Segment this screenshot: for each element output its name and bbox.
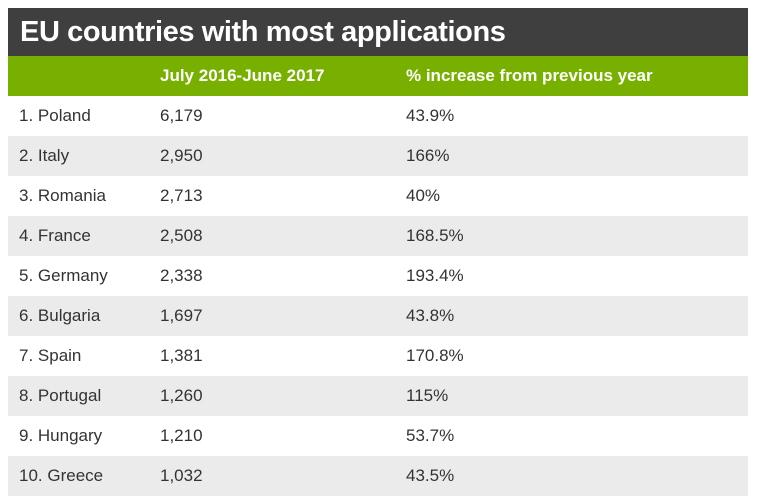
table-row: 2. Italy 2,950 166% <box>8 136 748 176</box>
country-cell: 1. Poland <box>19 106 91 125</box>
header-increase: % increase from previous year <box>406 66 653 85</box>
applications-cell: 2,950 <box>160 146 203 165</box>
country-cell: 9. Hungary <box>19 426 103 445</box>
applications-table: EU countries with most applications July… <box>8 8 748 496</box>
table-row: 8. Portugal 1,260 115% <box>8 376 748 416</box>
country-cell: 2. Italy <box>19 146 70 165</box>
country-cell: 8. Portugal <box>19 386 102 405</box>
increase-cell: 40% <box>406 186 441 205</box>
applications-cell: 2,713 <box>160 186 203 205</box>
country-cell: 3. Romania <box>19 186 106 205</box>
increase-cell: 43.9% <box>406 106 455 125</box>
table-row: 3. Romania 2,713 40% <box>8 176 748 216</box>
title-bar: EU countries with most applications <box>8 8 748 56</box>
increase-cell: 115% <box>406 386 449 405</box>
country-cell: 6. Bulgaria <box>19 306 101 325</box>
increase-cell: 53.7% <box>406 426 455 445</box>
increase-cell: 43.8% <box>406 306 455 325</box>
table-header-row: July 2016-June 2017 % increase from prev… <box>8 56 748 96</box>
table-row: 1. Poland 6,179 43.9% <box>8 96 748 136</box>
table-row: 9. Hungary 1,210 53.7% <box>8 416 748 456</box>
applications-cell: 1,260 <box>160 386 203 405</box>
increase-cell: 43.5% <box>406 466 455 485</box>
increase-cell: 168.5% <box>406 226 464 245</box>
applications-cell: 1,697 <box>160 306 203 325</box>
applications-cell: 2,338 <box>160 266 203 285</box>
country-cell: 5. Germany <box>19 266 108 285</box>
table-row: 10. Greece 1,032 43.5% <box>8 456 748 496</box>
country-cell: 10. Greece <box>19 466 104 485</box>
table-row: 5. Germany 2,338 193.4% <box>8 256 748 296</box>
applications-cell: 2,508 <box>160 226 203 245</box>
applications-cell: 1,210 <box>160 426 203 445</box>
increase-cell: 166% <box>406 146 450 165</box>
table-body: 1. Poland 6,179 43.9% 2. Italy 2,950 166% 3. R… <box>8 96 748 496</box>
country-cell: 4. France <box>19 226 91 245</box>
table-row: 6. Bulgaria 1,697 43.8% <box>8 296 748 336</box>
applications-cell: 1,381 <box>160 346 203 365</box>
increase-cell: 170.8% <box>406 346 464 365</box>
table-row: 7. Spain 1,381 170.8% <box>8 336 748 376</box>
increase-cell: 193.4% <box>406 266 464 285</box>
country-cell: 7. Spain <box>19 346 82 365</box>
applications-cell: 1,032 <box>160 466 203 485</box>
table-title: EU countries with most applications <box>20 15 506 48</box>
table-row: 4. France 2,508 168.5% <box>8 216 748 256</box>
applications-cell: 6,179 <box>160 106 203 125</box>
header-applications: July 2016-June 2017 <box>160 66 325 85</box>
